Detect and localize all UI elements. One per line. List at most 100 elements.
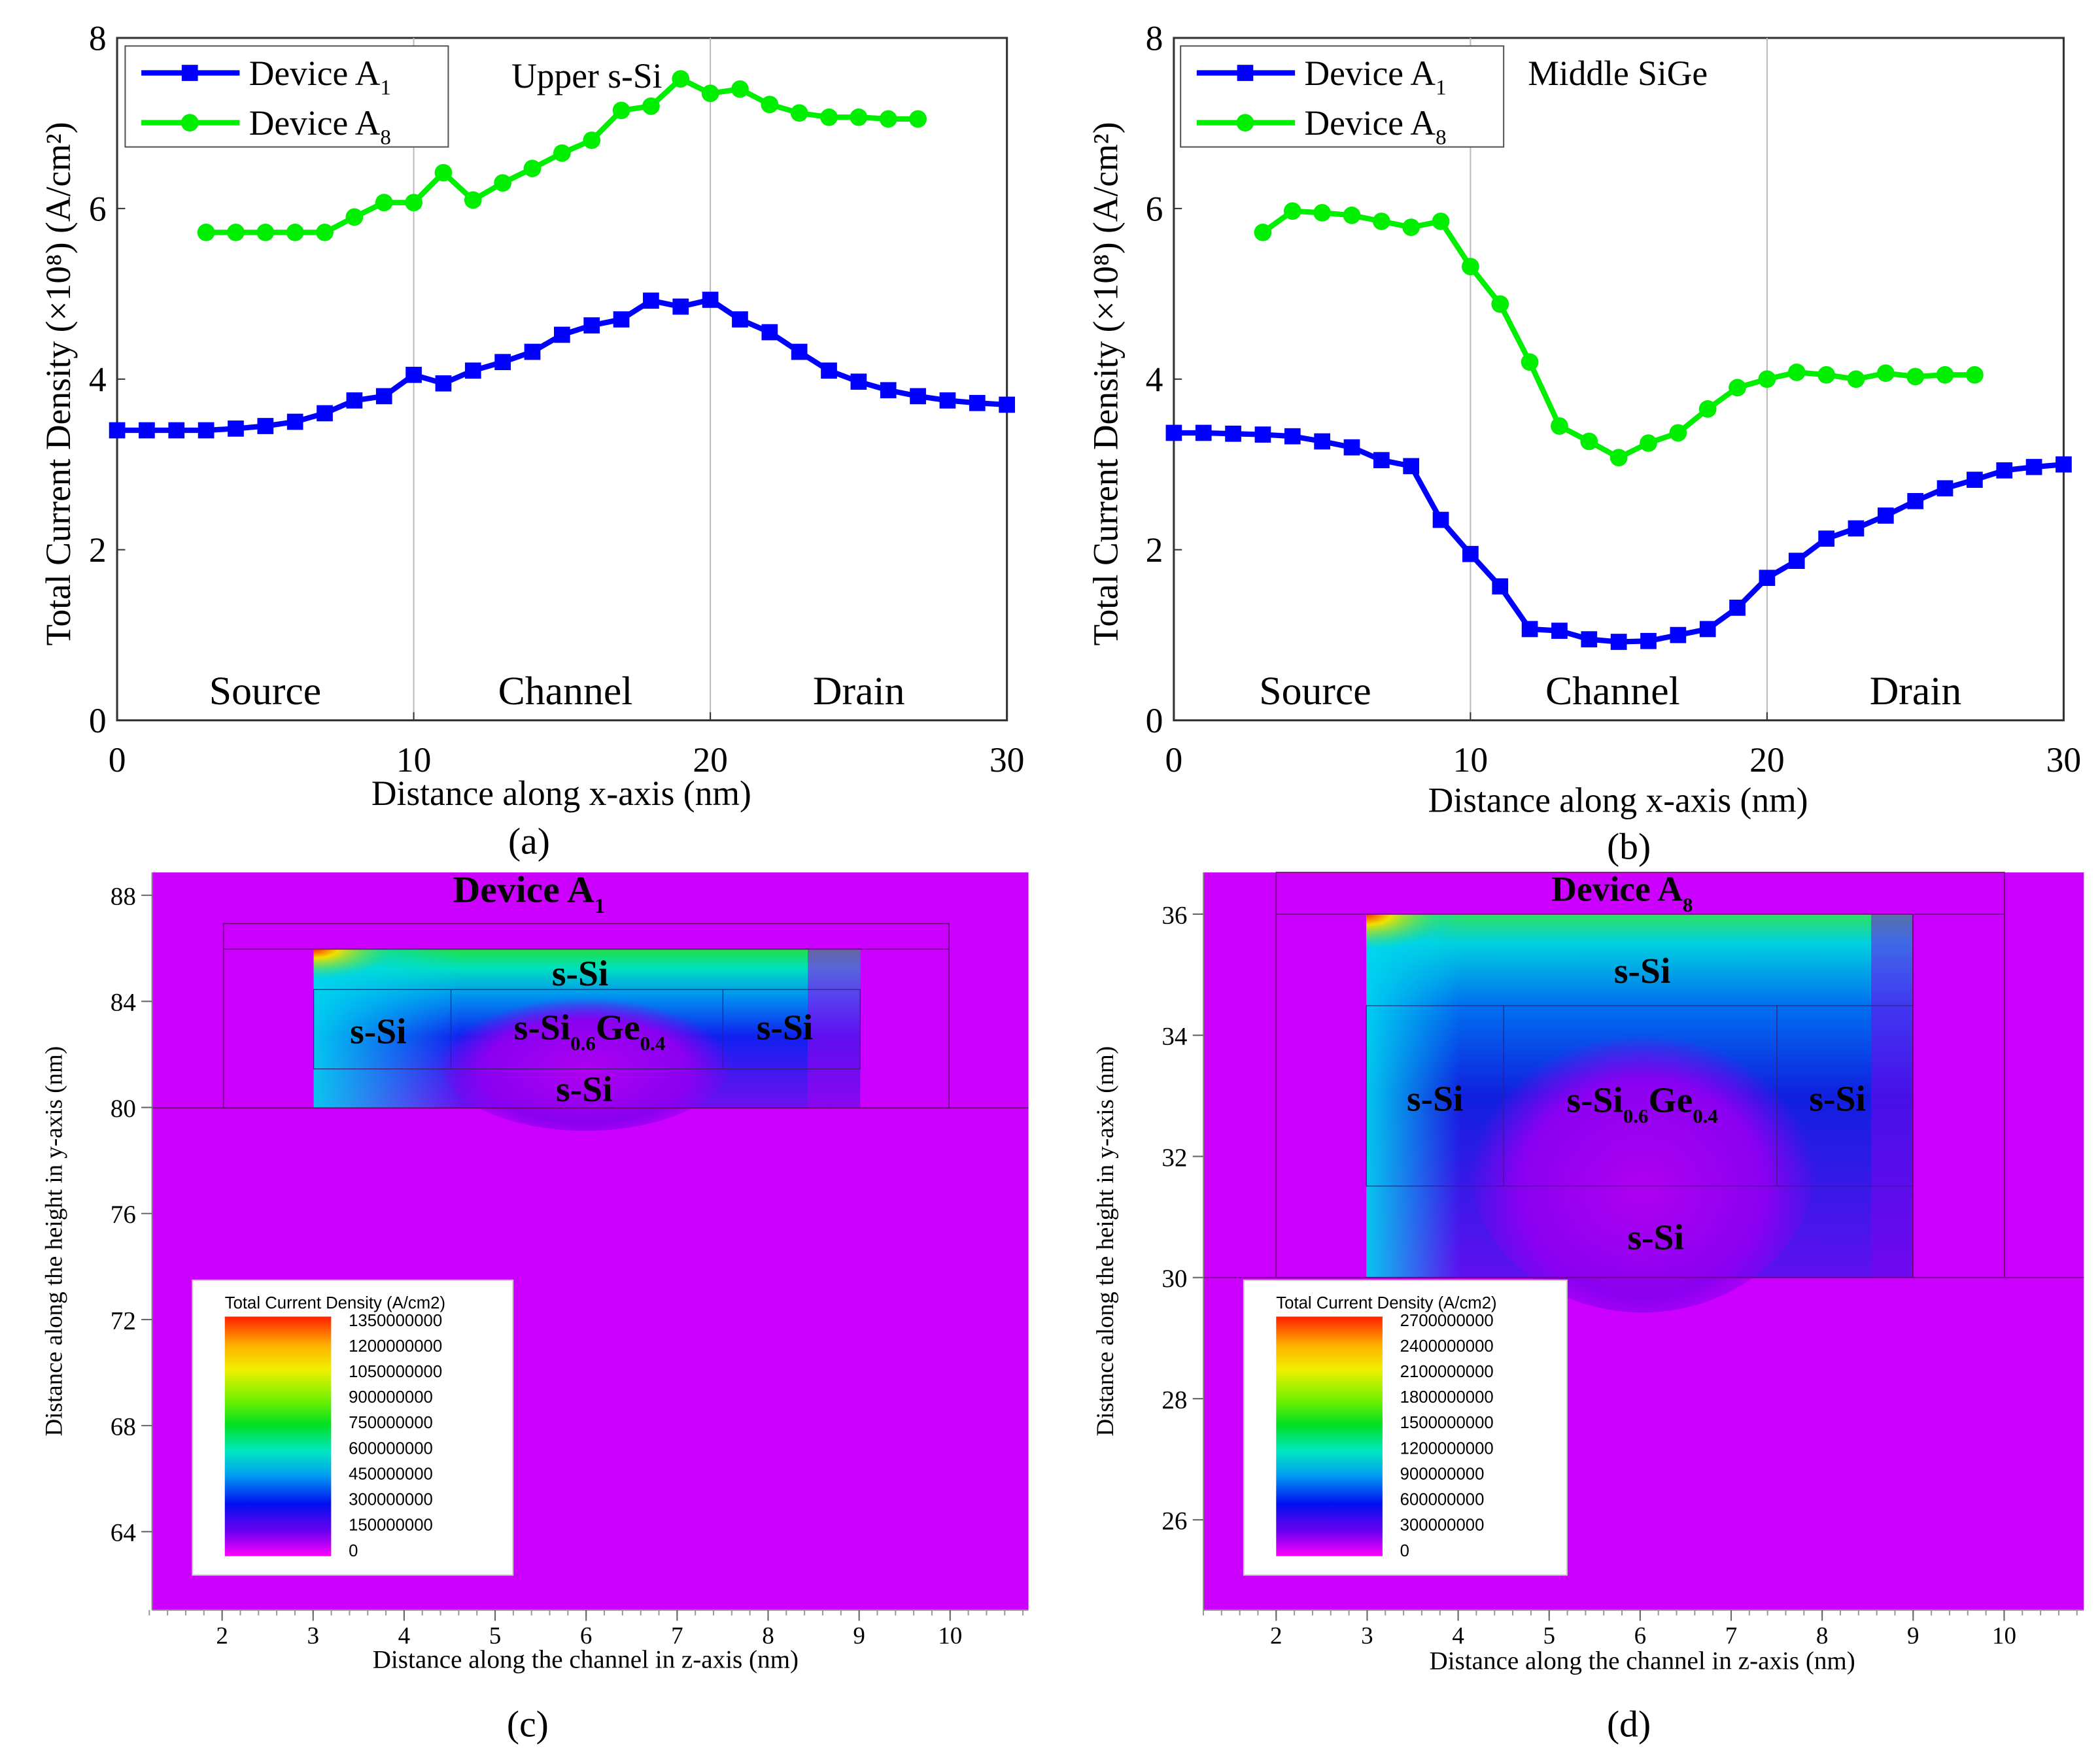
d-x-tick-label: 8 bbox=[1816, 1623, 1829, 1650]
a-series-1-point bbox=[346, 392, 363, 409]
a-series-8-point bbox=[286, 224, 304, 241]
c-x-tick-label: 2 bbox=[216, 1623, 228, 1650]
a-panel-label: (a) bbox=[508, 821, 550, 862]
a-series-8-point bbox=[790, 104, 808, 122]
a-series-1-point bbox=[910, 388, 926, 405]
c-y-tick-label: 88 bbox=[111, 883, 136, 911]
a-series-8-point bbox=[227, 224, 245, 241]
a-series-1-point bbox=[554, 326, 570, 343]
a-series-1-point bbox=[613, 311, 630, 328]
a-series-1-point bbox=[139, 422, 155, 439]
d-colorbar-label: 600000000 bbox=[1400, 1491, 1485, 1509]
b-series-1-point bbox=[1967, 471, 1983, 488]
c-core-low-density bbox=[437, 982, 734, 1131]
a-series-1-point bbox=[168, 422, 185, 439]
a-y-tick-label: 0 bbox=[89, 701, 107, 740]
a-series-8-point bbox=[642, 97, 660, 115]
a-series-8-point bbox=[197, 224, 215, 241]
a-series-1-point bbox=[791, 343, 808, 360]
b-series-8-point bbox=[1254, 224, 1272, 241]
a-legend-label: Device A1 bbox=[249, 54, 391, 99]
b-series-1-point bbox=[1996, 462, 2013, 479]
c-region-center-sige: s-Si0.6Ge0.4 bbox=[514, 1007, 666, 1054]
b-series-1-point bbox=[1314, 433, 1330, 450]
c-x-tick-label: 3 bbox=[307, 1623, 320, 1650]
a-series-8-point bbox=[434, 163, 453, 182]
c-colorbar-title: Total Current Density (A/cm2) bbox=[225, 1294, 445, 1312]
a-region-channel: Channel bbox=[498, 669, 633, 713]
b-series-1-point bbox=[1551, 623, 1568, 639]
panel-d-heatmap: Device A8 s-Si s-Si s-Si s-Si s-Si0.6Ge0… bbox=[1092, 869, 2084, 1745]
d-region-center-sige: s-Si0.6Ge0.4 bbox=[1566, 1080, 1718, 1127]
a-series-8-point bbox=[375, 194, 393, 212]
a-series-8-point bbox=[316, 224, 334, 241]
b-series-8-point bbox=[1847, 370, 1865, 388]
b-series-1-point bbox=[1225, 425, 1241, 442]
d-y-tick-label: 28 bbox=[1162, 1386, 1187, 1414]
b-series-1-point bbox=[1759, 570, 1776, 587]
b-series-1-point bbox=[1581, 631, 1598, 647]
c-colorbar-label: 1200000000 bbox=[349, 1337, 442, 1356]
b-series-8-point bbox=[1640, 434, 1657, 452]
d-colorbar-label: 2400000000 bbox=[1400, 1337, 1494, 1356]
d-colorbar-label: 2700000000 bbox=[1400, 1312, 1494, 1330]
c-region-right-s-si: s-Si bbox=[757, 1007, 813, 1048]
d-colorbar-label: 1200000000 bbox=[1400, 1439, 1494, 1458]
b-series-1-point bbox=[1462, 545, 1479, 562]
d-region-left-s-si: s-Si bbox=[1407, 1078, 1463, 1119]
d-colorbar-label: 900000000 bbox=[1400, 1465, 1485, 1483]
a-series-8-point bbox=[256, 224, 275, 241]
a-series-1-point bbox=[732, 311, 748, 328]
a-series-8-point bbox=[731, 80, 749, 98]
a-x-axis-label: Distance along x-axis (nm) bbox=[371, 774, 751, 813]
c-y-tick-label: 76 bbox=[111, 1201, 136, 1229]
b-region-source: Source bbox=[1259, 669, 1371, 713]
a-y-tick-label: 2 bbox=[89, 530, 107, 570]
panel-c-heatmap: Device A1 s-Si s-Si s-Si s-Si s-Si0.6Ge0… bbox=[41, 869, 1029, 1745]
d-x-tick-label: 2 bbox=[1270, 1623, 1282, 1650]
c-colorbar-label: 0 bbox=[349, 1542, 358, 1560]
a-series-1-point bbox=[821, 362, 837, 379]
c-colorbar-label: 1350000000 bbox=[349, 1312, 442, 1330]
c-x-tick-label: 4 bbox=[398, 1623, 411, 1650]
b-y-tick-label: 6 bbox=[1146, 189, 1163, 228]
d-hot-corner bbox=[1366, 914, 1447, 949]
d-x-tick-label: 7 bbox=[1725, 1623, 1738, 1650]
b-series-1-point bbox=[1343, 439, 1360, 456]
a-y-tick-label: 6 bbox=[89, 189, 107, 228]
a-series-1-point bbox=[672, 298, 689, 315]
b-series-8-point bbox=[1936, 366, 1954, 384]
a-series-1-point bbox=[317, 405, 333, 422]
b-panel-label: (b) bbox=[1607, 827, 1651, 868]
b-y-tick-label: 2 bbox=[1146, 530, 1163, 570]
b-x-tick-label: 0 bbox=[1165, 740, 1182, 779]
a-series-8-point bbox=[850, 108, 868, 126]
a-x-tick-label: 10 bbox=[396, 740, 432, 779]
a-legend-swatch-marker bbox=[181, 114, 199, 132]
b-series-8-point bbox=[1580, 432, 1598, 451]
a-series-1-point bbox=[939, 392, 956, 409]
a-series-8-point bbox=[761, 95, 779, 114]
c-panel-label: (c) bbox=[507, 1704, 549, 1745]
b-series-8-point bbox=[1758, 370, 1776, 388]
d-x-tick-label: 4 bbox=[1452, 1623, 1464, 1650]
b-series-8-point bbox=[1787, 363, 1806, 381]
d-region-right-s-si: s-Si bbox=[1809, 1078, 1865, 1119]
b-series-1-point bbox=[1492, 578, 1509, 595]
c-y-tick-label: 68 bbox=[111, 1413, 136, 1441]
c-x-tick-label: 5 bbox=[489, 1623, 502, 1650]
b-series-1-point bbox=[1788, 553, 1805, 569]
b-region-channel: Channel bbox=[1545, 669, 1680, 713]
d-colorbar-title: Total Current Density (A/cm2) bbox=[1276, 1294, 1496, 1312]
b-y-tick-label: 8 bbox=[1146, 19, 1163, 58]
a-x-tick-label: 20 bbox=[693, 740, 728, 779]
b-series-1-point bbox=[1165, 424, 1182, 441]
a-series-1-point bbox=[375, 388, 392, 405]
a-series-1-point bbox=[435, 375, 452, 392]
a-series-1-point bbox=[643, 292, 659, 309]
d-x-tick-label: 9 bbox=[1907, 1623, 1919, 1650]
b-series-8-point bbox=[1876, 364, 1895, 383]
b-y-tick-label: 0 bbox=[1146, 701, 1163, 740]
